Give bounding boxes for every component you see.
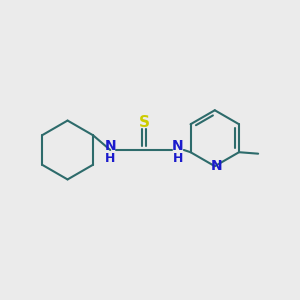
Text: N: N: [172, 140, 184, 154]
Text: N: N: [104, 140, 116, 154]
Text: H: H: [105, 152, 116, 165]
Text: N: N: [210, 159, 222, 173]
Text: S: S: [139, 115, 150, 130]
Text: H: H: [173, 152, 183, 165]
